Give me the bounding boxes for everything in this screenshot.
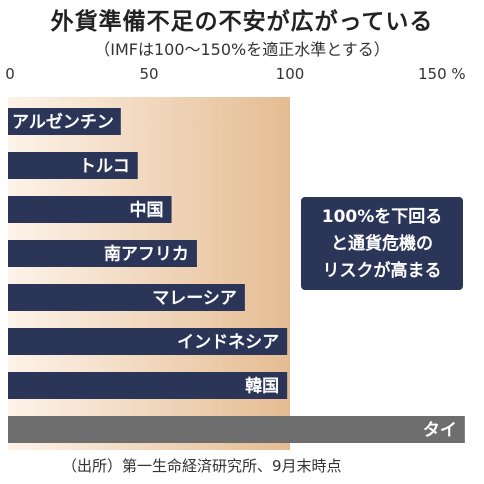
bar-category-label: インドネシア bbox=[177, 333, 279, 353]
chart-subtitle: （IMFは100～150%を適正水準とする） bbox=[94, 40, 390, 59]
bar-category-label: 中国 bbox=[130, 200, 164, 221]
bar-category-label: 韓国 bbox=[245, 376, 279, 397]
annotation-line-1: 100%を下回る bbox=[322, 207, 443, 227]
bar bbox=[8, 196, 172, 223]
x-tick-label: 0 bbox=[5, 65, 15, 83]
bar bbox=[8, 328, 288, 355]
x-tick-label: 150 % bbox=[418, 65, 466, 83]
bar bbox=[8, 284, 245, 311]
chart-title: 外貨準備不足の不安が広がっている bbox=[50, 9, 434, 35]
bar-category-label: 南アフリカ bbox=[104, 244, 189, 265]
bar bbox=[8, 152, 138, 179]
bar-category-label: トルコ bbox=[79, 157, 130, 177]
bar bbox=[8, 240, 197, 267]
x-tick-label: 50 bbox=[139, 65, 158, 83]
annotation-box: 100%を下回る と通貨危機の リスクが高まる bbox=[301, 197, 463, 290]
bar bbox=[8, 108, 121, 135]
bar-category-label: マレーシア bbox=[152, 289, 237, 309]
x-tick-label: 100 bbox=[276, 65, 305, 83]
bar bbox=[8, 416, 465, 443]
bar-category-label: タイ bbox=[423, 421, 457, 441]
bar-category-label: アルゼンチン bbox=[12, 112, 114, 133]
bar bbox=[8, 372, 288, 399]
annotation-background bbox=[301, 197, 463, 290]
annotation-line-2: と通貨危機の bbox=[331, 233, 433, 254]
source-note: （出所）第一生命経済研究所、9月末時点 bbox=[62, 457, 342, 475]
annotation-line-3: リスクが高まる bbox=[323, 260, 442, 281]
